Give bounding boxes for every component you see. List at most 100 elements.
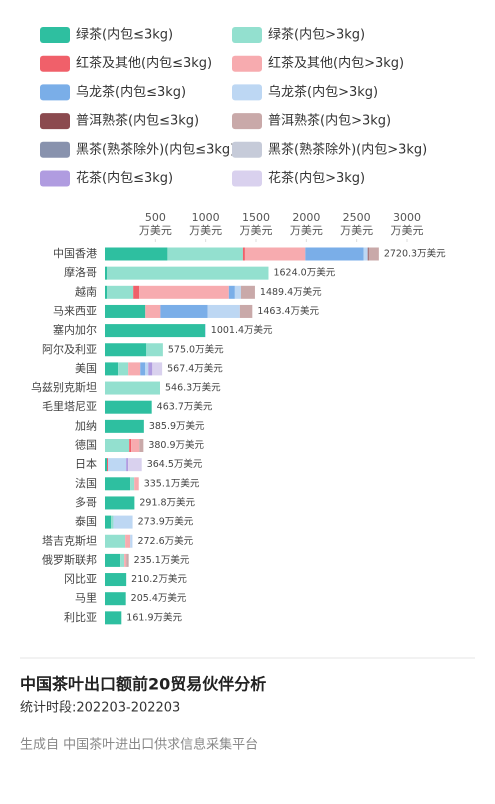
bar-segment — [228, 285, 235, 299]
x-tick-label: 2000 — [292, 211, 320, 224]
value-label: 546.3万美元 — [165, 382, 221, 394]
bar-segment — [244, 247, 306, 261]
category-label: 塔吉克斯坦 — [42, 533, 97, 547]
x-tick-unit: 万美元 — [189, 224, 222, 237]
bar-segment — [131, 439, 140, 452]
legend-label: 普洱熟茶(内包>3kg) — [268, 113, 391, 129]
bar-segment — [160, 304, 208, 318]
bar-segment — [105, 534, 126, 548]
bar-segment — [105, 419, 144, 433]
bar-segment — [105, 573, 127, 587]
bar-segment — [105, 592, 126, 606]
bar-segment — [105, 477, 131, 491]
bar-segment — [128, 458, 142, 472]
legend-label: 花茶(内包≤3kg) — [76, 170, 173, 186]
bar-segment — [105, 496, 135, 510]
bar-segment — [105, 515, 112, 529]
category-label: 德国 — [75, 438, 97, 452]
bar-segment — [105, 266, 108, 280]
bar-segment — [129, 439, 132, 452]
category-label: 马来西亚 — [53, 304, 97, 317]
category-label: 美国 — [75, 362, 97, 375]
value-label: 567.4万美元 — [167, 362, 223, 374]
x-tick-unit: 万美元 — [391, 224, 424, 237]
legend-label: 黑茶(熟茶除外)(内包>3kg) — [268, 141, 427, 157]
legend-swatch — [232, 27, 262, 43]
x-tick-label: 2500 — [343, 211, 371, 224]
bar-segment — [239, 304, 253, 318]
category-label: 冈比亚 — [64, 573, 97, 586]
category-label: 乌兹别克斯坦 — [31, 380, 97, 394]
bar-segment — [105, 247, 168, 261]
legend-label: 乌龙茶(内包≤3kg) — [76, 84, 186, 100]
legend-label: 黑茶(熟茶除外)(内包≤3kg) — [76, 141, 235, 157]
legend-swatch — [232, 141, 262, 158]
category-label: 毛里塔尼亚 — [42, 400, 97, 413]
legend-label: 普洱熟茶(内包≤3kg) — [76, 113, 199, 129]
bar-segment — [126, 553, 129, 567]
legend-swatch — [40, 84, 70, 101]
bar-segment — [139, 439, 144, 452]
bar-segment — [125, 534, 131, 548]
value-label: 205.4万美元 — [131, 592, 187, 604]
source: 生成自 中国茶叶进出口供求信息采集平台 — [20, 737, 258, 753]
value-label: 210.2万美元 — [131, 573, 187, 585]
legend-label: 绿茶(内包≤3kg) — [76, 27, 173, 43]
value-label: 364.5万美元 — [147, 458, 203, 470]
legend-swatch — [40, 55, 70, 72]
bar-segment — [126, 458, 129, 472]
bar-segment — [113, 515, 133, 529]
x-tick-unit: 万美元 — [290, 224, 323, 237]
bar-segment — [108, 458, 127, 472]
bar-segment — [240, 285, 255, 299]
bar-segment — [146, 343, 163, 357]
category-label: 中国香港 — [53, 247, 97, 260]
bar-segment — [105, 400, 152, 414]
bar-segment — [133, 285, 140, 299]
bar-segment — [140, 362, 146, 376]
bar-segment — [105, 362, 119, 376]
legend-swatch — [232, 170, 262, 187]
bar-segment — [124, 553, 127, 567]
bar-segment — [130, 477, 135, 491]
value-label: 463.7万美元 — [157, 401, 213, 413]
value-label: 385.9万美元 — [149, 420, 205, 432]
bar-segment — [167, 247, 243, 261]
legend-swatch — [40, 170, 70, 187]
bar-segment — [305, 247, 364, 261]
bar-segment — [105, 439, 130, 452]
value-label: 1463.4万美元 — [257, 305, 319, 317]
bar-segment — [145, 362, 149, 376]
bar-segment — [130, 534, 133, 548]
bar-segment — [107, 458, 109, 472]
bar-segment — [107, 285, 134, 299]
value-label: 1624.0万美元 — [273, 267, 335, 279]
bar-segment — [105, 324, 206, 338]
category-label: 多哥 — [75, 495, 97, 509]
legend-swatch — [232, 113, 262, 130]
category-label: 塞内加尔 — [53, 323, 97, 337]
category-label: 摩洛哥 — [64, 265, 97, 279]
bar-segment — [111, 515, 114, 529]
bar-segment — [367, 247, 369, 261]
category-label: 加纳 — [75, 419, 97, 432]
value-label: 291.8万美元 — [139, 496, 195, 508]
bar-segment — [107, 266, 269, 280]
category-label: 泰国 — [75, 514, 97, 528]
bar-segment — [128, 362, 141, 376]
legend-label: 绿茶(内包>3kg) — [268, 27, 365, 43]
x-tick-unit: 万美元 — [340, 224, 373, 237]
bar-segment — [105, 343, 147, 357]
bar-segment — [105, 381, 160, 395]
value-label: 273.9万美元 — [138, 516, 194, 528]
bar-segment — [105, 304, 146, 318]
category-label: 日本 — [75, 457, 97, 471]
category-label: 利比亚 — [64, 611, 97, 624]
value-label: 2720.3万美元 — [384, 248, 446, 260]
value-label: 161.9万美元 — [126, 611, 182, 623]
x-tick-label: 1000 — [192, 211, 220, 224]
x-tick-unit: 万美元 — [240, 224, 273, 237]
category-label: 阿尔及利亚 — [42, 343, 97, 356]
legend-swatch — [232, 84, 262, 101]
